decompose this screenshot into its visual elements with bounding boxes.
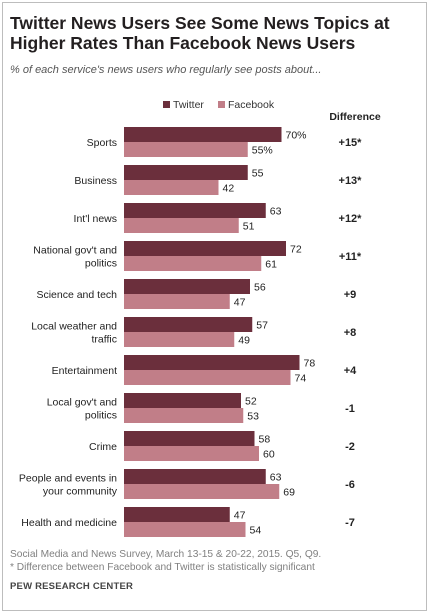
bar-facebook <box>124 142 248 157</box>
value-label-twitter: 72 <box>290 244 302 256</box>
difference-value: +9 <box>344 289 357 301</box>
difference-value: +11* <box>339 251 362 263</box>
legend-label-twitter: Twitter <box>173 99 204 111</box>
difference-value: -1 <box>345 403 355 415</box>
bar-twitter <box>124 241 286 256</box>
bar-twitter <box>124 469 266 484</box>
category-label: Entertainment <box>52 365 117 377</box>
category-label: Local gov't and <box>47 397 117 409</box>
difference-value: +12* <box>339 213 363 225</box>
category-label: Science and tech <box>36 289 117 301</box>
bar-twitter <box>124 317 253 332</box>
difference-value: +15* <box>339 137 363 149</box>
category-label: politics <box>85 410 117 422</box>
value-label-twitter: 56 <box>254 282 266 294</box>
value-label-facebook: 49 <box>238 335 250 347</box>
bar-twitter <box>124 431 255 446</box>
bar-facebook <box>124 446 259 461</box>
bar-facebook <box>124 370 291 385</box>
difference-value: -6 <box>345 479 355 491</box>
bar-twitter <box>124 165 248 180</box>
value-label-twitter: 55 <box>252 168 264 180</box>
bar-facebook <box>124 408 244 423</box>
value-label-facebook: 60 <box>263 449 275 461</box>
source-note: Social Media and News Survey, March 13-1… <box>10 549 322 560</box>
bar-facebook <box>124 294 230 309</box>
difference-value: -7 <box>345 517 355 529</box>
legend-swatch-twitter <box>163 101 170 108</box>
category-label: People and events in <box>19 473 117 485</box>
value-label-facebook: 54 <box>250 525 262 537</box>
value-label-twitter: 78 <box>304 358 316 370</box>
difference-value: +8 <box>344 327 357 339</box>
category-label: Health and medicine <box>21 517 117 529</box>
category-label: Crime <box>89 441 117 453</box>
significance-note: * Difference between Facebook and Twitte… <box>10 562 315 573</box>
category-label: politics <box>85 258 117 270</box>
bar-facebook <box>124 332 235 347</box>
bar-twitter <box>124 127 282 142</box>
bar-facebook <box>124 218 239 233</box>
value-label-twitter: 52 <box>245 396 257 408</box>
bar-twitter <box>124 279 250 294</box>
bar-facebook <box>124 256 262 271</box>
value-label-facebook: 69 <box>283 487 295 499</box>
category-label: Sports <box>87 137 117 149</box>
bar-twitter <box>124 393 241 408</box>
category-label: your community <box>43 486 118 498</box>
legend-swatch-facebook <box>218 101 225 108</box>
category-label: Local weather and <box>31 321 117 333</box>
chart-title: Twitter News Users See Some News Topics … <box>10 13 390 53</box>
bar-facebook <box>124 180 219 195</box>
bar-facebook <box>124 484 280 499</box>
value-label-twitter: 63 <box>270 206 282 218</box>
bar-twitter <box>124 203 266 218</box>
value-label-twitter: 57 <box>256 320 268 332</box>
value-label-twitter: 47 <box>234 510 246 522</box>
category-label: traffic <box>92 334 117 346</box>
value-label-twitter: 70% <box>286 130 307 142</box>
difference-value: +13* <box>339 175 363 187</box>
legend-label-facebook: Facebook <box>228 99 275 111</box>
category-label: Int'l news <box>74 213 117 225</box>
value-label-facebook: 55% <box>252 145 273 157</box>
value-label-twitter: 63 <box>270 472 282 484</box>
bar-chart: Twitter Facebook Difference Sports 70% 55% +15… <box>19 99 381 537</box>
difference-value: -2 <box>345 441 355 453</box>
source-org: PEW RESEARCH CENTER <box>10 581 134 592</box>
bar-twitter <box>124 507 230 522</box>
category-label: National gov't and <box>33 245 117 257</box>
bar-facebook <box>124 522 246 537</box>
difference-header: Difference <box>329 111 381 123</box>
difference-value: +4 <box>344 365 357 377</box>
value-label-facebook: 51 <box>243 221 255 233</box>
value-label-facebook: 47 <box>234 297 246 309</box>
category-label: Business <box>74 175 117 187</box>
value-label-facebook: 42 <box>223 183 235 195</box>
value-label-facebook: 53 <box>247 411 259 423</box>
value-label-facebook: 74 <box>295 373 307 385</box>
value-label-twitter: 58 <box>259 434 271 446</box>
bar-twitter <box>124 355 300 370</box>
chart-subtitle: % of each service's news users who regul… <box>10 64 322 76</box>
footnotes: Social Media and News Survey, March 13-1… <box>10 548 420 574</box>
value-label-facebook: 61 <box>265 259 277 271</box>
